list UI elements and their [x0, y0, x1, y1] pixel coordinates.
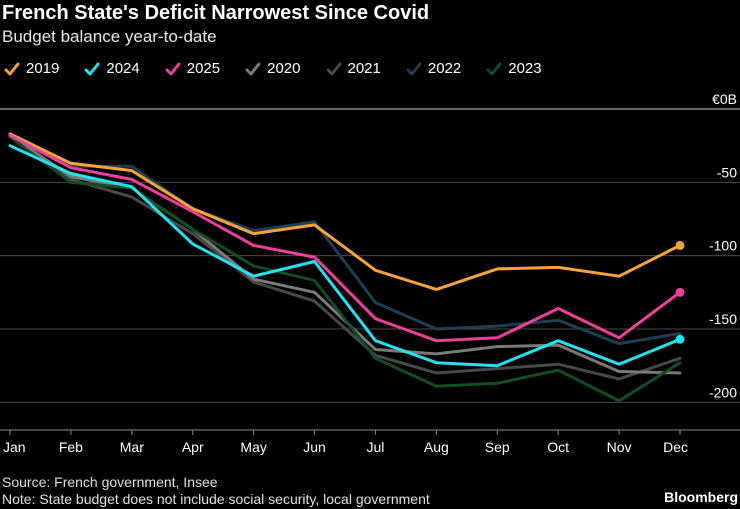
x-tick-label: Mar: [120, 439, 144, 455]
legend-label: 2023: [508, 60, 542, 77]
x-tick-label: Oct: [547, 439, 569, 455]
series-line-2023: [8, 135, 682, 403]
check-mark-icon: [165, 62, 181, 75]
y-tick-label: -150: [709, 311, 737, 327]
series-line-2022: [8, 133, 682, 346]
legend-item-2024: 2024: [84, 60, 140, 77]
x-tick-label: Jun: [303, 439, 326, 455]
x-tick-label: Feb: [59, 439, 83, 455]
check-mark-icon: [326, 62, 341, 75]
legend-label: 2021: [347, 60, 381, 77]
legend-label: 2019: [26, 60, 60, 77]
legend-label: 2024: [106, 60, 140, 77]
legend-label: 2022: [427, 60, 462, 77]
series-line-2019: [8, 132, 682, 291]
legend-item-2021: 2021: [326, 60, 381, 77]
chart-title: French State's Deficit Narrowest Since C…: [2, 2, 430, 24]
legend-item-2025: 2025: [165, 60, 220, 77]
end-marker-2025: [675, 287, 685, 297]
series-line-2021: [8, 135, 682, 381]
series-line-2024: [8, 144, 682, 368]
y-tick-label: €0B: [712, 91, 737, 107]
x-tick-label: May: [240, 439, 266, 455]
chart-subtitle: Budget balance year-to-date: [2, 27, 217, 46]
legend-item-2019: 2019: [4, 60, 59, 77]
series-line-2020: [8, 133, 682, 375]
x-tick-label: Nov: [607, 439, 632, 455]
footnote: Note: State budget does not include soci…: [2, 491, 430, 507]
source-note: Source: French government, Insee: [2, 474, 218, 490]
chart-legend: 2019 2024 2025 2020 2021 2022 2023: [4, 60, 567, 77]
x-tick-label: Jul: [367, 439, 385, 455]
legend-label: 2020: [267, 60, 301, 77]
y-tick-label: -200: [709, 384, 737, 400]
check-mark-icon: [84, 62, 100, 75]
series-line-2025: [8, 133, 682, 343]
legend-item-2022: 2022: [406, 60, 461, 77]
check-mark-icon: [245, 62, 261, 75]
check-mark-icon: [406, 62, 422, 75]
legend-label: 2025: [186, 60, 221, 77]
y-tick-label: -50: [717, 164, 737, 180]
check-mark-icon: [486, 62, 502, 75]
end-marker-2024: [675, 334, 685, 344]
legend-item-2023: 2023: [486, 60, 542, 77]
x-tick-label: Apr: [182, 439, 204, 455]
x-tick-label: Dec: [663, 439, 688, 455]
legend-item-2020: 2020: [245, 60, 301, 77]
check-mark-icon: [4, 62, 20, 75]
x-tick-label: Sep: [485, 439, 510, 455]
y-tick-label: -100: [709, 238, 737, 254]
x-tick-label: Jan: [3, 439, 26, 455]
end-marker-2019: [675, 240, 685, 250]
x-tick-label: Aug: [424, 439, 449, 455]
bloomberg-logo: Bloomberg: [664, 489, 738, 505]
